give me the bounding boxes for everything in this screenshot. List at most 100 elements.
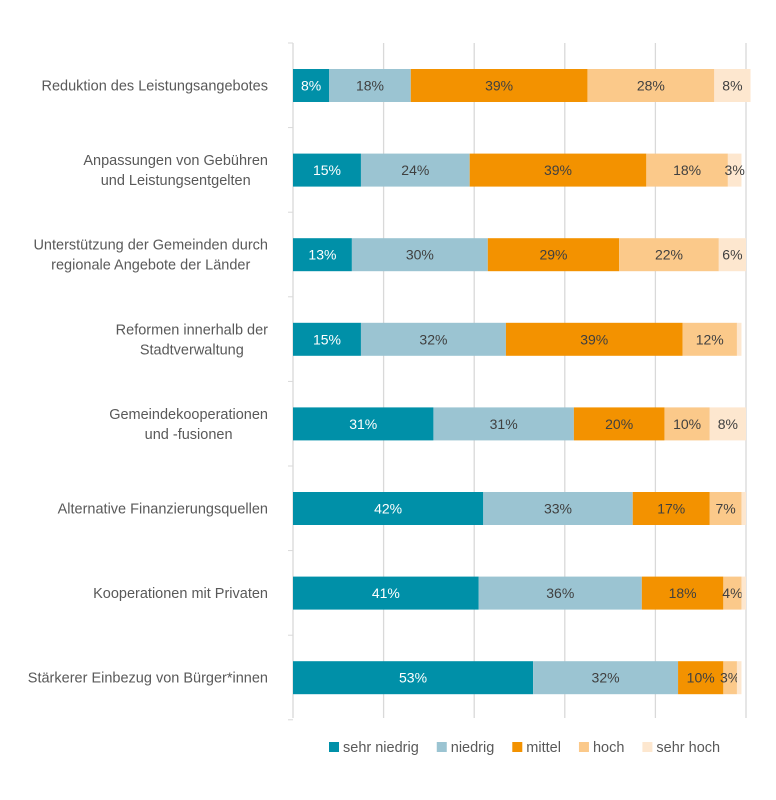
bar-segment-niedrig [360,322,506,356]
legend-swatch [512,742,523,752]
data-label: 20% [605,416,633,432]
legend-label: hoch [593,740,624,756]
data-label: 6% [722,247,742,263]
bar-segment-sehr-hoch [736,661,742,695]
legend-item: mittel [512,740,561,756]
bar-segment-mittel [678,661,724,695]
category-label: Alternative Finanzierungsquellen [58,502,268,518]
legend-label: niedrig [451,740,495,756]
legend-item: sehr niedrig [329,740,419,756]
category-label: Kooperationen mit Privaten [93,586,268,602]
data-label: 10% [687,670,715,686]
bar-segment-niedrig [533,661,679,695]
bar-segment-hoch [664,407,710,441]
bar-segment-mittel [469,153,647,187]
legend-item: sehr hoch [642,740,720,756]
category-label: Stärkerer Einbezug von Bürger*innen [28,671,268,687]
bar-segment-hoch [709,492,742,525]
bar-segment-sehr-hoch [741,576,746,610]
bar-segment-sehr-niedrig [293,661,534,695]
bar-row: 31% 31% 20% 10% 8% [293,407,746,441]
bar-segment-sehr-niedrig [293,238,352,272]
bar-segment-sehr-hoch [709,407,746,441]
bar-segment-sehr-niedrig [293,153,361,187]
bar-segment-mittel [487,238,620,272]
data-label: 13% [308,247,336,263]
data-label: 22% [655,247,683,263]
bar-segment-sehr-niedrig [293,407,434,441]
data-label: 42% [374,501,402,517]
data-label: 8% [718,416,738,432]
data-label: 29% [539,247,567,263]
data-label: 18% [356,78,384,94]
bar-row: 8% 18% 39% 28% 8% [293,69,751,102]
bar-segment-niedrig [433,407,574,441]
legend-swatch [642,742,653,752]
legend-swatch [578,742,589,752]
data-label: 3% [725,162,745,178]
bar-row: 53% 32% 10% 3% [293,661,742,695]
category-label: Reformen innerhalb der Stadtverwaltung [116,322,269,358]
data-label: 28% [637,78,665,94]
legend: sehr niedrig niedrig mittel hoch sehr hoch [329,740,720,756]
bar-area: 8% 18% 39% 28% 8% 15% 24% 39% 18% 3% 13% 30% 29% 22% 6… [293,69,751,695]
data-label: 7% [715,501,735,517]
data-label: 15% [313,331,341,347]
bar-segment-hoch [619,238,719,272]
data-label: 24% [401,162,429,178]
bar-segment-sehr-niedrig [293,69,330,102]
data-label: 3% [720,670,740,686]
bar-segment-mittel [573,407,665,441]
bar-segment-sehr-hoch [718,238,746,272]
category-label: Anpassungen von Gebühren und Leistungsent… [83,153,268,189]
data-label: 30% [406,247,434,263]
legend-label: mittel [526,740,561,756]
bar-row: 15% 24% 39% 18% 3% [293,153,745,187]
data-label: 39% [544,162,572,178]
bar-segment-hoch [587,69,715,102]
bar-segment-niedrig [478,576,642,610]
data-label: 18% [673,162,701,178]
category-labels: Reduktion des Leistungsangebotes Anpassun… [28,79,268,687]
bar-segment-hoch [646,153,728,187]
bar-row: 15% 32% 39% 12% [293,322,742,356]
legend-item: hoch [578,740,624,756]
data-label: 53% [399,670,427,686]
bar-segment-niedrig [360,153,470,187]
bar-segment-mittel [505,322,683,356]
legend-swatch [436,742,447,752]
bar-segment-sehr-niedrig [293,576,479,610]
data-label: 32% [419,331,447,347]
bar-segment-mittel [641,576,724,610]
bar-segment-sehr-hoch [714,69,751,102]
bar-row: 41% 36% 18% 4% [293,576,746,610]
data-label: 12% [696,331,724,347]
legend-label: sehr hoch [656,740,720,756]
data-label: 8% [301,78,321,94]
bar-segment-niedrig [351,238,488,272]
category-label: Gemeindekooperationen und -fusionen [109,407,268,443]
legend-item: niedrig [436,740,495,756]
data-label: 39% [485,78,513,94]
legend-swatch [329,742,339,752]
data-label: 10% [673,416,701,432]
data-label: 41% [372,585,400,601]
data-label: 15% [313,162,341,178]
bar-segment-sehr-niedrig [293,322,361,356]
bar-segment-niedrig [483,492,633,525]
data-label: 33% [544,501,572,517]
bar-row: 42% 33% 17% 7% [293,492,746,525]
category-label: Reduktion des Leistungsangebotes [41,79,268,95]
bar-segment-mittel [410,69,588,102]
bar-segment-hoch [723,661,737,695]
bar-segment-mittel [632,492,710,525]
bar-segment-hoch [723,576,742,610]
data-label: 4% [722,585,742,601]
legend-label: sehr niedrig [343,740,419,756]
data-label: 31% [349,416,377,432]
data-label: 36% [546,585,574,601]
data-label: 17% [657,501,685,517]
data-label: 39% [580,331,608,347]
data-label: 8% [722,78,742,94]
